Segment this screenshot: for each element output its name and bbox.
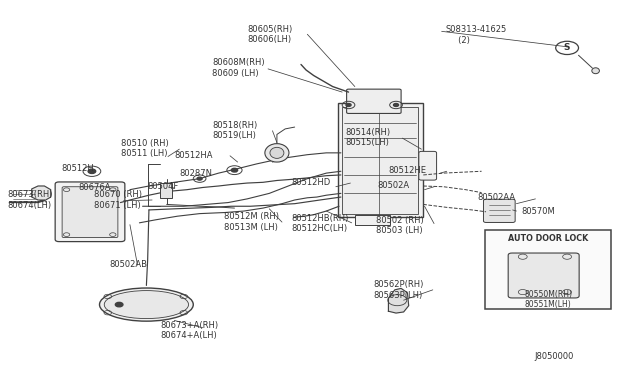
Text: 80676A: 80676A — [78, 183, 111, 192]
Text: 80502A: 80502A — [377, 182, 409, 190]
Circle shape — [197, 177, 202, 180]
Text: AUTO DOOR LOCK: AUTO DOOR LOCK — [508, 234, 588, 243]
Text: 80502 (RH)
80503 (LH): 80502 (RH) 80503 (LH) — [376, 216, 424, 235]
Text: 80608M(RH)
80609 (LH): 80608M(RH) 80609 (LH) — [212, 58, 265, 78]
Circle shape — [98, 190, 102, 193]
FancyBboxPatch shape — [508, 253, 579, 298]
Text: 80605(RH)
80606(LH): 80605(RH) 80606(LH) — [247, 25, 292, 44]
Circle shape — [231, 168, 237, 172]
Text: 80670 (RH)
80671 (LH): 80670 (RH) 80671 (LH) — [94, 190, 142, 210]
Text: 80502AB: 80502AB — [109, 260, 148, 269]
Circle shape — [394, 103, 399, 106]
Text: 80550M(RH)
80551M(LH): 80550M(RH) 80551M(LH) — [524, 290, 572, 310]
Text: 80504F: 80504F — [148, 182, 179, 191]
Text: 80562P(RH)
80563P(LH): 80562P(RH) 80563P(LH) — [374, 280, 424, 299]
Ellipse shape — [99, 288, 193, 321]
Ellipse shape — [265, 144, 289, 162]
Text: 80514(RH)
80515(LH): 80514(RH) 80515(LH) — [346, 128, 390, 147]
FancyBboxPatch shape — [342, 107, 418, 214]
Text: 80673(RH)
80674(LH): 80673(RH) 80674(LH) — [7, 190, 52, 210]
Text: 80502AA: 80502AA — [477, 193, 515, 202]
FancyBboxPatch shape — [347, 89, 401, 113]
FancyBboxPatch shape — [419, 151, 436, 180]
Text: 80510 (RH)
80511 (LH): 80510 (RH) 80511 (LH) — [121, 139, 169, 158]
FancyBboxPatch shape — [62, 187, 118, 238]
Text: 80512HA: 80512HA — [174, 151, 212, 160]
Circle shape — [346, 103, 351, 106]
FancyBboxPatch shape — [355, 215, 390, 225]
Text: 80287N: 80287N — [179, 169, 212, 177]
FancyBboxPatch shape — [55, 182, 125, 241]
FancyBboxPatch shape — [483, 199, 515, 222]
Text: 80570M: 80570M — [522, 206, 556, 215]
Text: 80512HB(RH)
80512HC(LH): 80512HB(RH) 80512HC(LH) — [291, 214, 349, 233]
Text: 80512HD: 80512HD — [291, 178, 331, 187]
Ellipse shape — [104, 291, 189, 318]
Text: 80512HE: 80512HE — [388, 166, 426, 175]
Text: 80512M (RH)
80513M (LH): 80512M (RH) 80513M (LH) — [224, 212, 278, 232]
Text: 80673+A(RH)
80674+A(LH): 80673+A(RH) 80674+A(LH) — [161, 321, 218, 340]
Text: S: S — [564, 44, 570, 52]
Circle shape — [115, 302, 123, 307]
Polygon shape — [388, 288, 409, 313]
Text: 80512H: 80512H — [61, 164, 94, 173]
Ellipse shape — [270, 147, 284, 158]
Text: 80518(RH)
80519(LH): 80518(RH) 80519(LH) — [212, 121, 257, 141]
Text: J8050000: J8050000 — [534, 352, 573, 360]
FancyBboxPatch shape — [161, 183, 172, 198]
Polygon shape — [10, 186, 51, 203]
FancyBboxPatch shape — [484, 230, 611, 310]
Ellipse shape — [592, 68, 600, 74]
FancyBboxPatch shape — [338, 103, 423, 217]
Circle shape — [88, 169, 96, 173]
Text: S08313-41625
     (2): S08313-41625 (2) — [445, 25, 507, 45]
